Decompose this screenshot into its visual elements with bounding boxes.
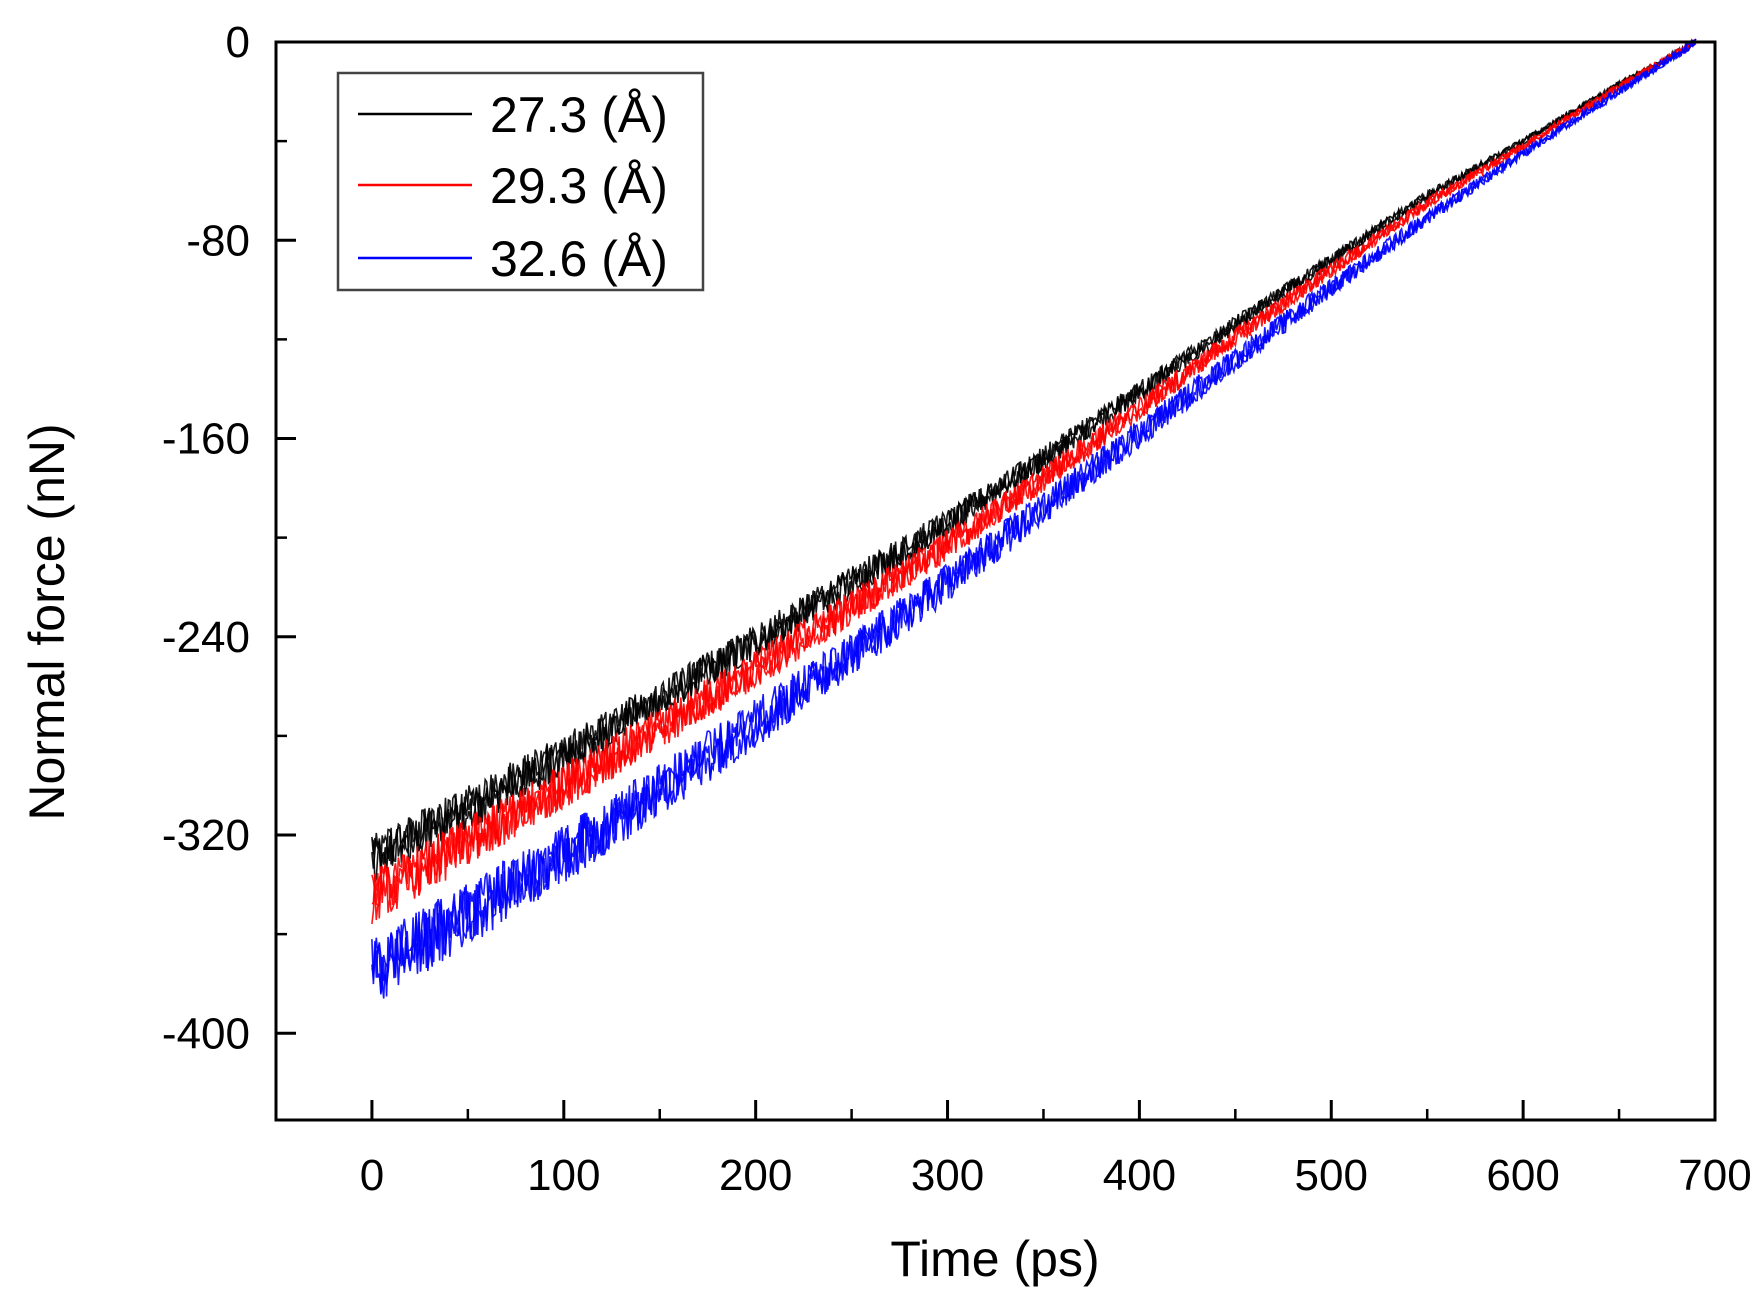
x-tick-label: 500 bbox=[1295, 1151, 1368, 1200]
y-tick-label: -240 bbox=[162, 613, 250, 662]
y-tick-label: -160 bbox=[162, 415, 250, 464]
y-tick-label: -320 bbox=[162, 811, 250, 860]
x-tick-label: 100 bbox=[527, 1151, 600, 1200]
y-tick-label: 0 bbox=[226, 18, 250, 67]
series-layer bbox=[371, 38, 1697, 999]
series-line-1-trace-2 bbox=[371, 40, 1697, 912]
x-tick-label: 200 bbox=[719, 1151, 792, 1200]
series-line-1-trace-1 bbox=[371, 38, 1697, 921]
x-tick-label: 700 bbox=[1678, 1151, 1751, 1200]
x-tick-label: 400 bbox=[1103, 1151, 1176, 1200]
legend: 27.3 (Å) 29.3 (Å) 32.6 (Å) bbox=[336, 71, 705, 292]
x-axis-title: Time (ps) bbox=[890, 1231, 1099, 1287]
series-line-0-trace-2 bbox=[371, 38, 1697, 883]
series-line-2-trace-2 bbox=[371, 38, 1697, 999]
legend-label-32-6: 32.6 (Å) bbox=[490, 231, 668, 287]
y-axis-title: Normal force (nN) bbox=[19, 423, 75, 820]
x-tick-label: 300 bbox=[911, 1151, 984, 1200]
plot-frame bbox=[274, 40, 1717, 1122]
ticks-layer: 0 100 200 300 400 500 600 700 0 -80 -160 -240 -320 -4… bbox=[162, 18, 1752, 1200]
y-tick-label: -400 bbox=[162, 1009, 250, 1058]
x-tick-label: 600 bbox=[1486, 1151, 1559, 1200]
x-tick-label: 0 bbox=[360, 1151, 384, 1200]
legend-label-27-3: 27.3 (Å) bbox=[490, 87, 668, 143]
legend-label-29-3: 29.3 (Å) bbox=[490, 158, 668, 214]
legend-box bbox=[336, 71, 705, 292]
y-tick-label: -80 bbox=[186, 216, 250, 265]
